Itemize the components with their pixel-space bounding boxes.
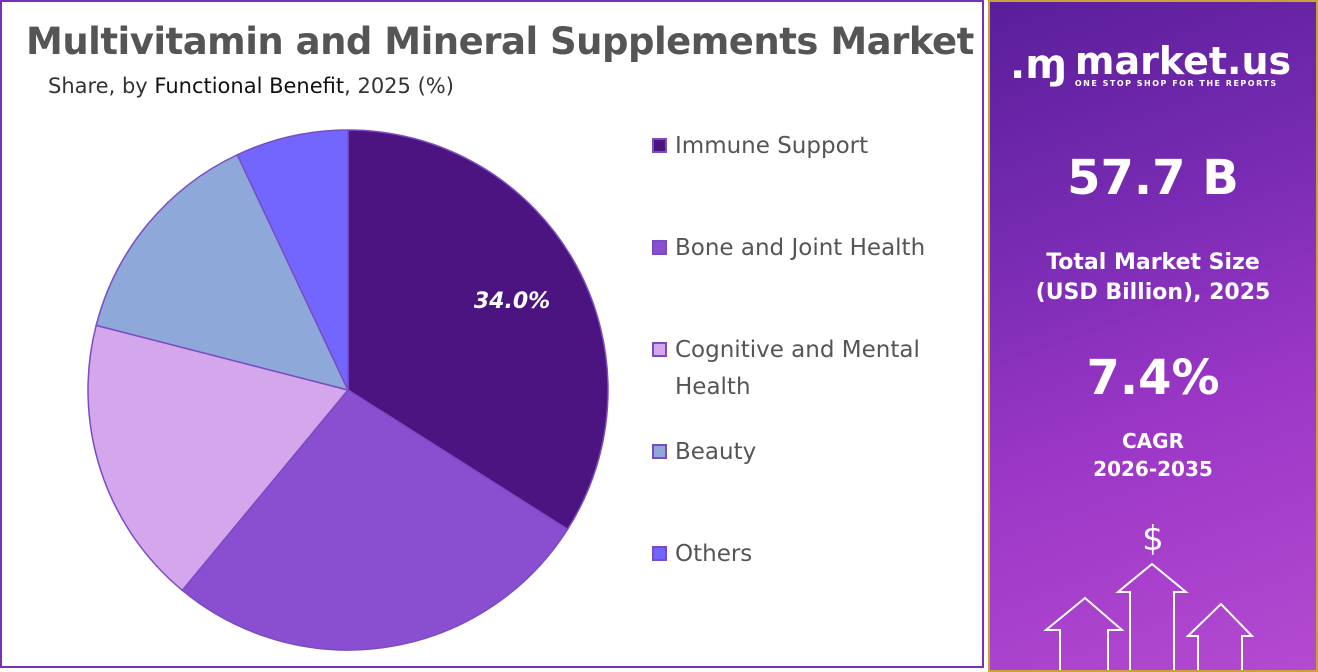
legend-item: Others [652,536,952,573]
pie-slice-cognitive-and-mental-health [87,324,350,592]
legend-label: Immune Support [675,133,869,159]
legend-item: Cognitive and Mental Health [652,332,952,406]
market-size-label-2: (USD Billion), 2025 [1035,280,1271,305]
pie-slice-others [236,129,349,391]
legend-item: Beauty [652,434,952,471]
market-size-label-1: Total Market Size [1046,250,1260,275]
brand-tagline: ONE STOP SHOP FOR THE REPORTS [1074,78,1278,88]
dollar-icon: $ [1142,519,1164,559]
legend-swatch [652,342,667,357]
growth-arrows-icon [1043,562,1255,670]
subtitle-suffix: , 2025 (%) [344,74,454,98]
legend-swatch [652,138,667,153]
legend-label: Beauty [675,439,757,465]
pie-slice-bone-and-joint-health [181,389,569,651]
summary-panel: .ɱ market.us ONE STOP SHOP FOR THE REPOR… [988,0,1318,672]
legend-label: Others [675,541,753,567]
chart-panel: Multivitamin and Mineral Supplements Mar… [0,0,984,668]
logo-mark-icon: .ɱ [1010,42,1067,88]
legend-label: Bone and Joint Health [675,235,926,261]
chart-title: Multivitamin and Mineral Supplements Mar… [26,20,974,63]
legend-label: Cognitive and Mental Health [675,337,920,400]
legend-item: Immune Support [652,128,952,165]
pie-chart: 34.0% [87,129,609,651]
legend-swatch [652,546,667,561]
legend-swatch [652,240,667,255]
legend-item: Bone and Joint Health [652,230,952,267]
legend-swatch [652,444,667,459]
pie-slice-immune-support [347,129,609,531]
brand-logo: .ɱ market.us ONE STOP SHOP FOR THE REPOR… [1010,38,1292,89]
pie-slice-beauty [95,153,350,392]
data-label: 34.0% [474,289,550,314]
cagr-label-1: CAGR [1122,429,1184,453]
chart-subtitle: Share, by Functional Benefit, 2025 (%) [48,74,454,98]
cagr-label-2: 2026-2035 [1093,457,1213,481]
subtitle-prefix: Share, by [48,74,155,98]
brand-name: market.us [1074,38,1292,83]
subtitle-segment: Functional Benefit [154,74,345,98]
cagr-value: 7.4% [1086,350,1220,406]
market-size-value: 57.7 B [1067,150,1239,206]
